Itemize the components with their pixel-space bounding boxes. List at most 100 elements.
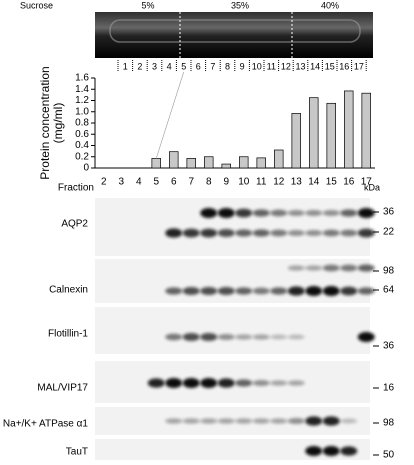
- marker-label: 64: [383, 285, 395, 296]
- blot-band: [235, 379, 253, 387]
- y-tick-label: 0.2: [75, 151, 89, 162]
- blot-band: [200, 287, 218, 295]
- blot-band: [322, 229, 340, 237]
- bar: [151, 158, 161, 169]
- marker-label: 36: [383, 207, 395, 218]
- blot-band: [322, 264, 340, 272]
- blot-band: [357, 228, 375, 238]
- blot-band: [340, 229, 358, 237]
- x-tick-label: 3: [118, 177, 124, 188]
- x-tick-label: 7: [188, 177, 194, 188]
- blot-band: [147, 378, 165, 388]
- blot-band: [287, 418, 305, 424]
- blot-band: [182, 287, 200, 295]
- blot-band: [322, 446, 340, 456]
- marker-label: 98: [383, 418, 395, 429]
- bar: [239, 156, 249, 169]
- blot-band: [182, 333, 200, 341]
- blot-band: [182, 418, 200, 424]
- marker-label: 36: [383, 341, 395, 352]
- marker-label: 22: [383, 227, 395, 238]
- fraction-number: 1: [123, 61, 128, 71]
- bar: [274, 149, 284, 169]
- blot-band: [357, 208, 375, 218]
- blot-band: [287, 286, 305, 296]
- blot-label: Flotillin-1: [48, 329, 88, 340]
- x-tick-label: 11: [256, 177, 267, 188]
- blot-band: [270, 287, 288, 295]
- blot-band: [270, 209, 288, 217]
- blot-band: [235, 287, 253, 295]
- zone-band: [94, 0, 374, 12]
- x-tick-label: 17: [361, 177, 373, 188]
- marker-label: 16: [383, 383, 395, 394]
- blot-band: [252, 229, 270, 237]
- x-tick-label: 5: [153, 177, 159, 188]
- x-axis-label: Fraction: [58, 183, 94, 194]
- blot-band: [235, 334, 253, 340]
- blot-band: [305, 210, 323, 216]
- blot-band: [165, 333, 183, 341]
- blot-panel: [95, 439, 370, 460]
- blot-band: [200, 228, 218, 238]
- y-tick-label: 0: [83, 163, 89, 174]
- bar: [186, 158, 196, 169]
- blot-band: [235, 418, 253, 424]
- blot-band: [165, 228, 183, 238]
- x-tick-label: 12: [273, 177, 285, 188]
- blot-label: Calnexin: [49, 285, 88, 296]
- fraction-number: 17: [354, 61, 364, 71]
- blot-band: [252, 287, 270, 295]
- fraction-number: 2: [137, 61, 142, 71]
- y-tick-label: 0.8: [75, 118, 89, 129]
- blot-band: [182, 228, 200, 238]
- x-tick-label: 14: [308, 177, 320, 188]
- fraction-number: 7: [210, 61, 215, 71]
- marker-label: 98: [383, 266, 395, 277]
- blot-band: [270, 334, 288, 340]
- y-tick-label: 1.6: [75, 73, 89, 84]
- blot-band: [217, 208, 235, 218]
- blot-band: [252, 380, 270, 386]
- bar: [256, 157, 266, 169]
- x-tick-label: 6: [171, 177, 177, 188]
- blot-panel: [95, 307, 370, 354]
- x-tick-label: 4: [136, 177, 142, 188]
- blot-band: [252, 334, 270, 340]
- zone-label: 35%: [231, 0, 249, 10]
- x-tick-label: 9: [223, 177, 229, 188]
- blot-band: [340, 286, 358, 296]
- blot-band: [340, 264, 358, 272]
- blot-band: [270, 229, 288, 237]
- bar: [361, 92, 371, 169]
- blot-band: [340, 418, 358, 424]
- blot-label: Na+/K+ ATPase α1: [3, 419, 89, 430]
- fraction-number: 10: [252, 61, 262, 71]
- x-tick-label: 15: [326, 177, 338, 188]
- fraction-number: 13: [295, 61, 305, 71]
- blot-band: [287, 334, 305, 340]
- blot-band: [357, 264, 375, 272]
- fraction-number: 9: [240, 61, 245, 71]
- sucrose-label: Sucrose: [20, 0, 53, 10]
- blot-band: [270, 418, 288, 424]
- y-tick-label: 1.0: [75, 106, 89, 117]
- fraction-number: 16: [339, 61, 349, 71]
- blot-band: [322, 286, 340, 296]
- fraction-number: 3: [152, 61, 157, 71]
- blot-band: [200, 418, 218, 424]
- blot-band: [252, 418, 270, 424]
- y-tick-label: 0.6: [75, 129, 89, 140]
- blot-band: [165, 378, 183, 388]
- blot-band: [287, 230, 305, 236]
- blot-band: [322, 416, 340, 426]
- blot-band: [357, 287, 375, 295]
- blot-band: [340, 446, 358, 456]
- blot-label: TauT: [66, 447, 88, 458]
- fraction-number: 14: [310, 61, 320, 71]
- unit-label: kDa: [364, 182, 380, 192]
- blot-band: [252, 209, 270, 217]
- y-axis-label: (mg/ml): [51, 103, 65, 144]
- blot-band: [200, 378, 218, 388]
